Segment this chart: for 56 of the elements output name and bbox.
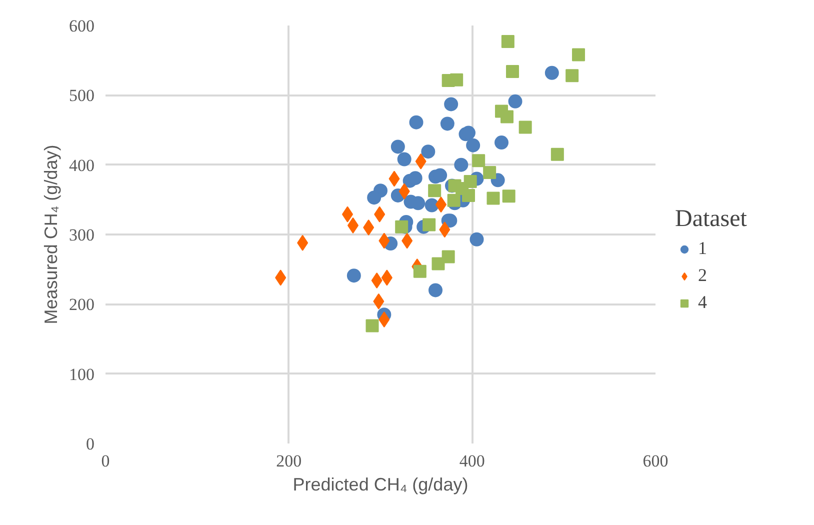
point: [442, 250, 455, 264]
point: [413, 264, 426, 278]
point: [440, 116, 454, 131]
point: [444, 97, 458, 112]
point: [450, 73, 464, 86]
point: [518, 120, 532, 134]
point: [422, 218, 436, 232]
y-tick-label: 200: [69, 295, 94, 314]
y-axis-title: Measured CH₄ (g/day): [41, 144, 61, 324]
point: [395, 220, 408, 234]
point: [421, 144, 436, 159]
point: [566, 69, 579, 82]
y-tick-label: 100: [69, 364, 94, 384]
point: [428, 184, 442, 198]
point: [447, 194, 460, 207]
point: [508, 94, 522, 108]
point: [456, 182, 469, 196]
point: [408, 171, 422, 186]
point: [428, 283, 442, 298]
point: [500, 110, 514, 124]
point: [411, 196, 426, 210]
point: [454, 158, 468, 172]
x-tick-label: 600: [642, 452, 668, 470]
point: [501, 35, 514, 48]
point: [366, 319, 379, 332]
y-tick-label: 600: [69, 16, 94, 36]
point: [390, 140, 405, 154]
point: [572, 48, 585, 62]
x-tick-label: 0: [101, 452, 110, 470]
y-tick-label: 500: [69, 86, 94, 106]
point: [494, 136, 508, 150]
x-tick-label: 400: [459, 452, 485, 470]
point: [397, 152, 412, 166]
point: [432, 257, 445, 270]
point: [550, 148, 564, 161]
legend-label: 4: [698, 292, 708, 313]
point: [544, 66, 559, 80]
point: [472, 154, 486, 168]
point: [486, 192, 500, 205]
y-tick-label: 0: [86, 434, 94, 454]
point: [502, 190, 516, 203]
point: [346, 268, 361, 283]
point: [367, 190, 382, 205]
point: [483, 166, 496, 179]
point: [409, 115, 424, 130]
y-tick-label: 400: [69, 156, 94, 175]
legend-label: 1: [698, 238, 708, 259]
point: [470, 232, 484, 246]
x-axis-title: Predicted CH₄ (g/day): [292, 474, 468, 494]
legend-title: Dataset: [675, 206, 747, 233]
y-tick-label: 300: [69, 226, 94, 244]
legend-label: 2: [698, 265, 708, 286]
point: [506, 64, 519, 78]
point: [424, 198, 439, 212]
x-tick-label: 200: [276, 452, 302, 470]
point: [466, 138, 480, 152]
